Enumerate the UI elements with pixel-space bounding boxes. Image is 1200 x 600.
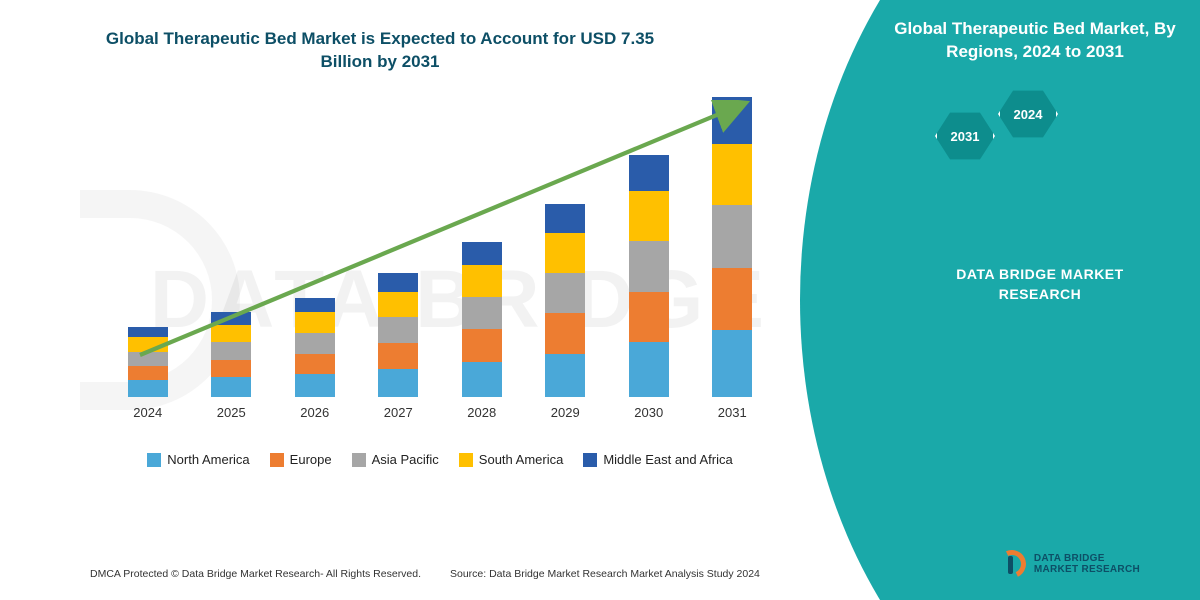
bar-segment xyxy=(378,369,418,397)
legend-swatch xyxy=(459,453,473,467)
bar-segment xyxy=(629,155,669,191)
bar-segment xyxy=(629,191,669,241)
bar-segment xyxy=(128,380,168,397)
legend-label: South America xyxy=(479,452,564,467)
bar-segment xyxy=(462,362,502,397)
bar-column: 2030 xyxy=(621,155,677,420)
x-axis-label: 2027 xyxy=(384,405,413,420)
bar-column: 2026 xyxy=(287,298,343,420)
hex-badge-2031: 2031 xyxy=(935,110,995,162)
bar-column: 2027 xyxy=(371,273,427,420)
bar-segment xyxy=(462,242,502,265)
bar-column: 2025 xyxy=(204,312,260,420)
bar-segment xyxy=(545,313,585,353)
x-axis-label: 2025 xyxy=(217,405,246,420)
footer-source: Source: Data Bridge Market Research Mark… xyxy=(450,568,760,580)
bar-segment xyxy=(462,297,502,329)
legend-swatch xyxy=(583,453,597,467)
bar-segment xyxy=(128,337,168,351)
bar-segment xyxy=(211,360,251,378)
legend-label: Middle East and Africa xyxy=(603,452,732,467)
bar-segment xyxy=(378,317,418,343)
hex-badge-2024: 2024 xyxy=(998,88,1058,140)
legend-swatch xyxy=(270,453,284,467)
legend-label: Asia Pacific xyxy=(372,452,439,467)
bar-segment xyxy=(712,97,752,144)
bar-segment xyxy=(545,354,585,397)
bar-segment xyxy=(295,312,335,333)
bar-segment xyxy=(295,354,335,375)
x-axis-label: 2026 xyxy=(300,405,329,420)
bar-column: 2028 xyxy=(454,242,510,420)
bar-column: 2031 xyxy=(705,97,761,420)
bar-segment xyxy=(378,273,418,292)
bar-segment xyxy=(211,342,251,360)
bar-segment xyxy=(128,327,168,337)
x-axis-label: 2028 xyxy=(467,405,496,420)
bar-segment xyxy=(211,325,251,343)
bar-segment xyxy=(629,292,669,343)
bar-segment xyxy=(128,352,168,366)
bar-segment xyxy=(295,298,335,312)
legend-item: Asia Pacific xyxy=(352,452,439,467)
legend-swatch xyxy=(352,453,366,467)
right-brand-text: DATA BRIDGE MARKET RESEARCH xyxy=(930,265,1150,304)
legend-item: South America xyxy=(459,452,564,467)
x-axis-label: 2024 xyxy=(133,405,162,420)
bar-segment xyxy=(295,374,335,397)
legend-swatch xyxy=(147,453,161,467)
bar-segment xyxy=(128,366,168,380)
bar-column: 2024 xyxy=(120,327,176,420)
legend-item: Europe xyxy=(270,452,332,467)
bar-segment xyxy=(545,233,585,273)
logo-text: DATA BRIDGE MARKET RESEARCH xyxy=(1034,553,1140,575)
bar-segment xyxy=(545,204,585,233)
chart-title: Global Therapeutic Bed Market is Expecte… xyxy=(100,28,660,74)
bar-segment xyxy=(629,342,669,397)
x-axis-label: 2029 xyxy=(551,405,580,420)
bar-column: 2029 xyxy=(538,204,594,420)
bar-segment xyxy=(295,333,335,354)
bar-segment xyxy=(712,144,752,205)
bar-segment xyxy=(378,343,418,369)
chart-legend: North America Europe Asia Pacific South Ame… xyxy=(100,452,780,467)
bar-segment xyxy=(211,377,251,397)
logo-icon xyxy=(998,550,1026,578)
bar-segment xyxy=(712,268,752,330)
bar-segment xyxy=(712,330,752,397)
right-panel-title: Global Therapeutic Bed Market, By Region… xyxy=(890,18,1180,64)
legend-item: North America xyxy=(147,452,249,467)
legend-label: Europe xyxy=(290,452,332,467)
x-axis-label: 2030 xyxy=(634,405,663,420)
bar-segment xyxy=(462,265,502,297)
right-panel: Global Therapeutic Bed Market, By Region… xyxy=(800,0,1200,600)
footer-copyright: DMCA Protected © Data Bridge Market Rese… xyxy=(90,568,421,580)
bar-segment xyxy=(545,273,585,313)
legend-item: Middle East and Africa xyxy=(583,452,732,467)
bar-segment xyxy=(211,312,251,324)
x-axis-label: 2031 xyxy=(718,405,747,420)
bar-segment xyxy=(629,241,669,292)
bar-segment xyxy=(462,329,502,362)
brand-logo: DATA BRIDGE MARKET RESEARCH xyxy=(998,550,1140,578)
bar-segment xyxy=(378,292,418,318)
bar-chart: 2024 2025 2026 2027 2028 2029 2030 2031 xyxy=(100,100,780,440)
bar-segment xyxy=(712,205,752,268)
legend-label: North America xyxy=(167,452,249,467)
